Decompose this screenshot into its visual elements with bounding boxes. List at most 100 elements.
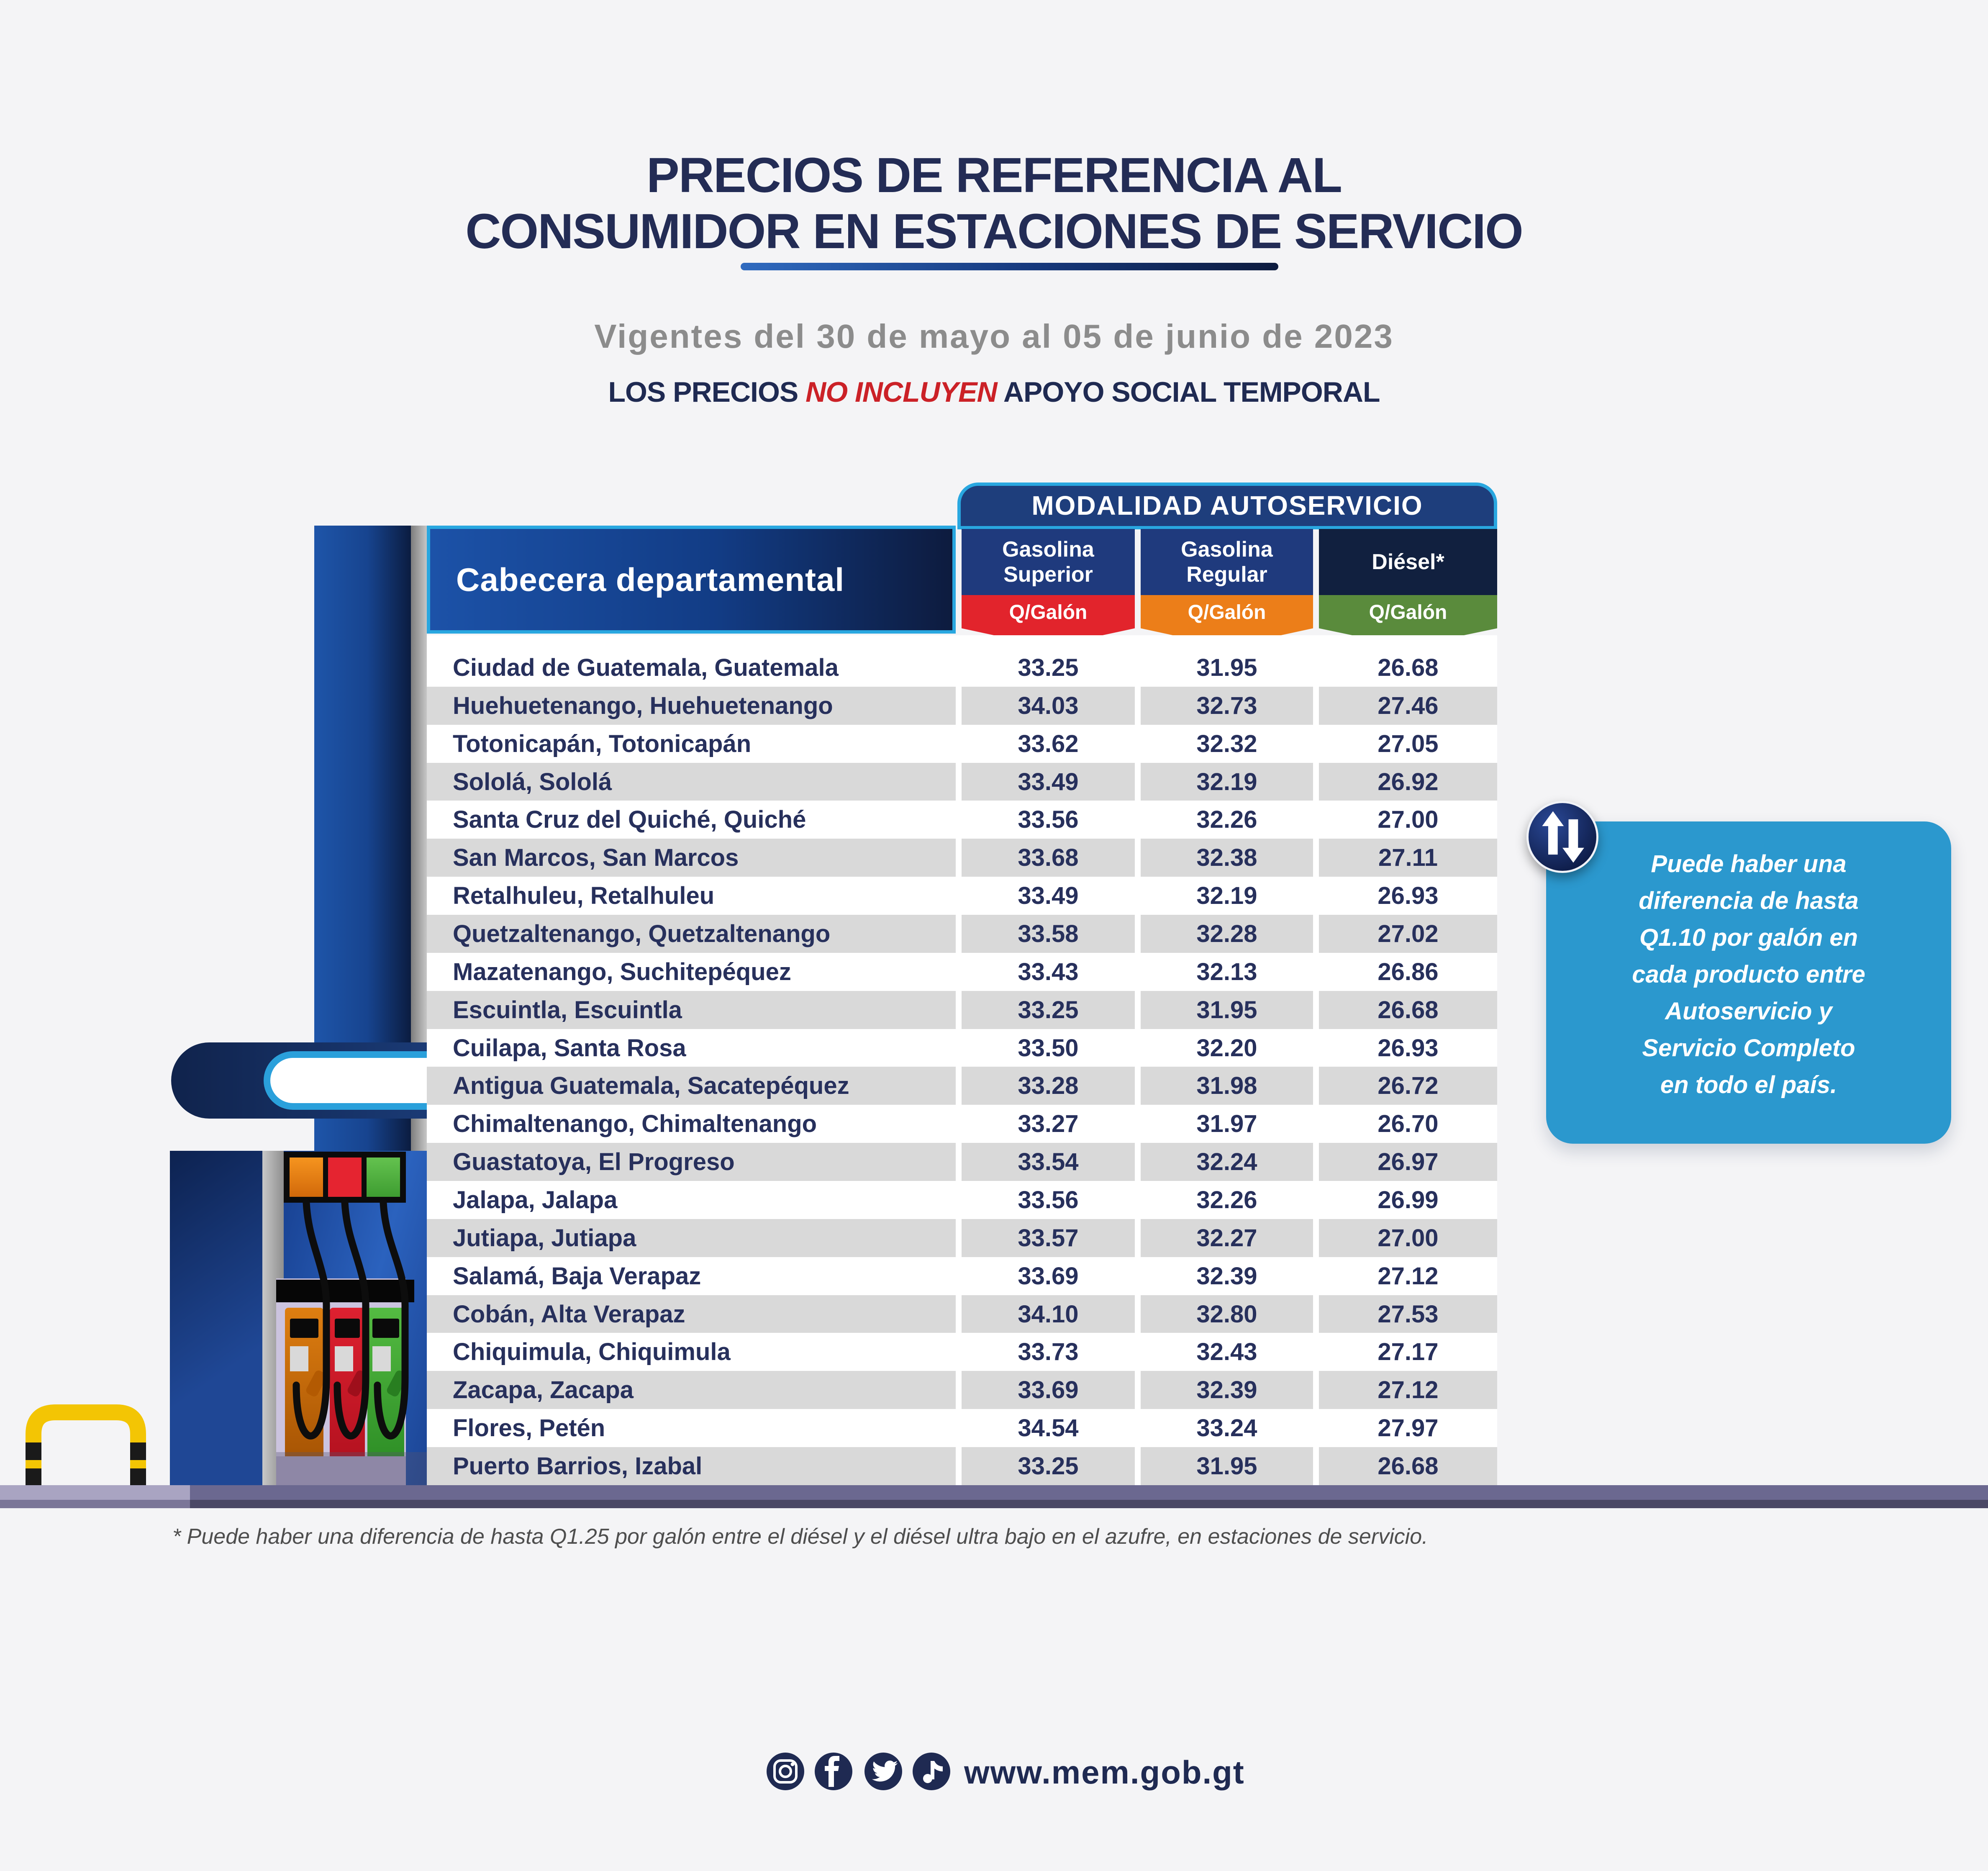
regular-price-cell: 32.28 <box>1141 915 1313 953</box>
superior-price-cell: 33.58 <box>962 915 1135 953</box>
pump-bay-header-bar <box>276 1280 414 1302</box>
diesel-price-cell: 26.97 <box>1319 1143 1497 1181</box>
city-cell: Sololá, Sololá <box>427 762 956 801</box>
city-cell: Chimaltenango, Chimaltenango <box>453 1110 817 1138</box>
sidewalk-band-top <box>0 1485 190 1500</box>
superior-price-cell: 33.25 <box>962 1447 1135 1485</box>
diesel-price-cell: 27.11 <box>1319 839 1497 877</box>
column-header-diesel: Diésel* <box>1319 529 1497 595</box>
superior-price-cell: 33.56 <box>1018 806 1079 834</box>
diesel-price-cell: 27.00 <box>1319 1219 1497 1257</box>
city-cell: Flores, Petén <box>453 1414 605 1442</box>
callout-text-line: Autoservicio y <box>1665 998 1832 1025</box>
table-row: Totonicapán, Totonicapán 33.62 32.32 27.… <box>427 725 1497 763</box>
superior-price-cell: 33.50 <box>1018 1034 1079 1062</box>
table-row: Guastatoya, El Progreso 33.54 32.24 26.9… <box>427 1143 1497 1181</box>
city-cell: Antigua Guatemala, Sacatepéquez <box>427 1067 956 1105</box>
diesel-price-cell: 26.68 <box>1319 991 1497 1029</box>
superior-price-cell: 33.69 <box>1018 1262 1079 1290</box>
superior-price-cell: 33.68 <box>962 839 1135 877</box>
superior-price-cell: 33.49 <box>962 762 1135 801</box>
diesel-price-cell: 26.93 <box>1377 1034 1439 1062</box>
diesel-price-cell: 27.53 <box>1319 1295 1497 1333</box>
regular-price-cell: 32.43 <box>1196 1338 1257 1366</box>
city-cell: Jutiapa, Jutiapa <box>427 1219 956 1257</box>
city-cell: San Marcos, San Marcos <box>427 839 956 877</box>
page-title-line1: PRECIOS DE REFERENCIA AL <box>646 148 1342 203</box>
page-title: PRECIOS DE REFERENCIA AL CONSUMIDOR EN E… <box>0 147 1988 259</box>
city-cell: Huehuetenango, Huehuetenango <box>427 686 956 725</box>
city-cell: Jalapa, Jalapa <box>453 1186 618 1214</box>
city-cell: Ciudad de Guatemala, Guatemala <box>453 654 839 681</box>
diesel-price-cell: 26.72 <box>1319 1067 1497 1105</box>
table-row: Antigua Guatemala, Sacatepéquez 33.28 31… <box>427 1067 1497 1105</box>
table-row: Flores, Petén 34.54 33.24 27.97 <box>427 1409 1497 1447</box>
regular-price-cell: 31.98 <box>1141 1067 1313 1105</box>
diesel-price-cell: 26.99 <box>1377 1186 1439 1214</box>
diesel-price-cell: 27.12 <box>1319 1371 1497 1409</box>
table-row: Jutiapa, Jutiapa 33.57 32.27 27.00 <box>427 1219 1497 1257</box>
regular-price-cell: 32.19 <box>1141 762 1313 801</box>
diesel-price-cell: 27.00 <box>1377 806 1439 834</box>
city-cell: Escuintla, Escuintla <box>427 991 956 1029</box>
table-mode-banner: MODALIDAD AUTOSERVICIO <box>957 483 1497 529</box>
fuel-color-blocks <box>284 1152 406 1203</box>
table-row: Retalhuleu, Retalhuleu 33.49 32.19 26.93 <box>427 877 1497 915</box>
city-cell: Quetzaltenango, Quetzaltenango <box>427 915 956 953</box>
superior-price-cell: 33.69 <box>962 1371 1135 1409</box>
callout-text-line: diferencia de hasta <box>1639 887 1859 914</box>
diesel-footnote: * Puede haber una diferencia de hasta Q1… <box>172 1525 1428 1549</box>
table-city-column-header: Cabecera departamental <box>427 526 956 634</box>
social-support-notice: LOS PRECIOS NO INCLUYEN APOYO SOCIAL TEM… <box>0 376 1988 408</box>
pump-bay-shadow <box>276 1452 427 1485</box>
safety-barrier-graphic <box>26 1404 146 1486</box>
validity-dates: Vigentes del 30 de mayo al 05 de junio d… <box>594 318 1394 355</box>
website-url: www.mem.gob.gt <box>964 1754 1245 1791</box>
city-cell: Puerto Barrios, Izabal <box>427 1447 956 1485</box>
callout-text-line: Puede haber una <box>1651 850 1847 878</box>
sidewalk-band-bottom <box>0 1500 190 1508</box>
superior-price-cell: 33.28 <box>962 1067 1135 1105</box>
superior-price-cell: 33.73 <box>1018 1338 1079 1366</box>
table-row: Zacapa, Zacapa 33.69 32.39 27.12 <box>427 1371 1497 1409</box>
table-row: Huehuetenango, Huehuetenango 34.03 32.73… <box>427 686 1497 725</box>
pump-hoses-graphic <box>292 1199 409 1440</box>
table-row: Cuilapa, Santa Rosa 33.50 32.20 26.93 <box>427 1029 1497 1067</box>
regular-color-block <box>328 1158 362 1197</box>
diesel-color-block <box>367 1158 400 1197</box>
callout-text-line: en todo el país. <box>1660 1071 1837 1098</box>
table-row: San Marcos, San Marcos 33.68 32.38 27.11 <box>427 839 1497 877</box>
pump-screen <box>290 1319 318 1338</box>
superior-price-cell: 33.54 <box>962 1143 1135 1181</box>
superior-price-cell: 34.54 <box>1018 1414 1079 1442</box>
twitter-icon <box>864 1753 902 1790</box>
facebook-icon <box>815 1753 852 1790</box>
callout-text-line: cada producto entre <box>1632 961 1865 988</box>
regular-price-cell: 32.26 <box>1196 1186 1257 1214</box>
column-header-text: Gasolina <box>1181 537 1273 562</box>
table-row: Mazatenango, Suchitepéquez 33.43 32.13 2… <box>427 953 1497 991</box>
instagram-icon <box>767 1753 804 1790</box>
diesel-price-cell: 27.46 <box>1319 686 1497 725</box>
pump-keypad <box>372 1346 391 1371</box>
column-header-text: Diésel* <box>1372 550 1444 574</box>
diesel-price-cell: 26.93 <box>1377 882 1439 910</box>
city-cell: Salamá, Baja Verapaz <box>453 1262 701 1290</box>
city-cell: Zacapa, Zacapa <box>427 1371 956 1409</box>
superior-price-cell: 33.43 <box>1018 958 1079 986</box>
column-header-text: Gasolina <box>1002 537 1094 562</box>
regular-price-cell: 32.32 <box>1196 730 1257 757</box>
pump-base <box>276 1456 406 1485</box>
gas-station-blank-sign <box>264 1051 427 1110</box>
diesel-price-cell: 26.92 <box>1319 762 1497 801</box>
page-title-line2: CONSUMIDOR EN ESTACIONES DE SERVICIO <box>465 204 1524 259</box>
price-table-rows: Ciudad de Guatemala, Guatemala 33.25 31.… <box>427 635 1497 1485</box>
pump-screen <box>335 1319 360 1338</box>
column-header-gasolina-regular: Gasolina Regular <box>1141 529 1313 595</box>
regular-price-cell: 31.95 <box>1141 991 1313 1029</box>
table-row: Chimaltenango, Chimaltenango 33.27 31.97… <box>427 1105 1497 1143</box>
regular-price-cell: 32.39 <box>1141 1371 1313 1409</box>
table-row: Sololá, Sololá 33.49 32.19 26.92 <box>427 762 1497 801</box>
table-row: Cobán, Alta Verapaz 34.10 32.80 27.53 <box>427 1295 1497 1333</box>
